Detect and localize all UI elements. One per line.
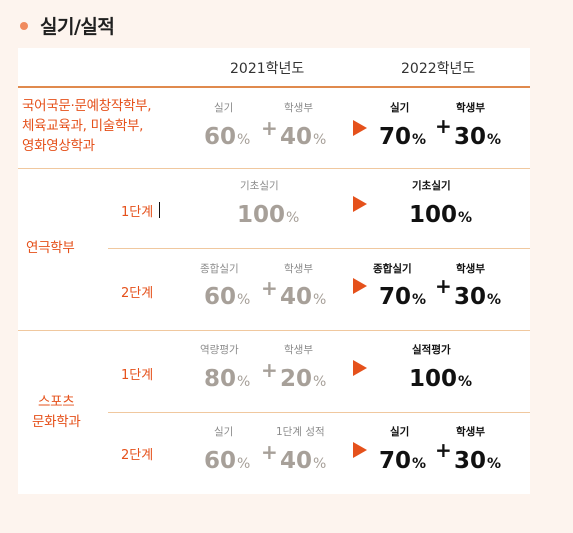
old-label-a: 실기 [214,102,234,114]
plus-icon: + [261,440,278,464]
new-value-a: 100% [409,202,473,228]
text-cursor [159,202,160,218]
header-2021: 2021학년도 [230,61,305,77]
new-label-a: 종합실기 [373,263,412,275]
old-value-a: 60% [204,284,251,310]
new-label-a: 실기 [390,102,410,114]
arrow-right-icon [353,360,367,376]
old-label-b: 학생부 [284,263,313,275]
new-label-a: 기초실기 [412,180,451,192]
plus-icon: + [435,438,452,462]
plus-icon: + [261,358,278,382]
new-label-a: 실기 [390,426,410,438]
old-label-a: 기초실기 [240,180,279,192]
row-divider [108,412,530,413]
new-label-b: 학생부 [456,426,485,438]
old-value-b: 40% [280,448,327,474]
new-value-b: 30% [454,284,502,310]
old-value-a: 80% [204,366,251,392]
old-value-b: 40% [280,124,327,150]
step-label: 2단계 [121,286,154,301]
row-divider [18,330,530,331]
old-label-b: 1단계 성적 [276,426,325,438]
old-label-b: 학생부 [284,344,313,356]
new-value-b: 30% [454,124,502,150]
new-value-a: 70% [379,448,427,474]
arrow-right-icon [353,120,367,136]
category-multi-department: 국어국문·문예창작학부, 체육교육과, 미술학부, 영화영상학과 [22,98,152,154]
category-sports: 스포츠 문화학과 [32,394,81,430]
header-divider [18,86,530,88]
category-theater: 연극학부 [26,240,75,256]
old-value-b: 20% [280,366,327,392]
header-2022: 2022학년도 [401,61,476,77]
plus-icon: + [261,116,278,140]
old-value-b: 40% [280,284,327,310]
arrow-right-icon [353,442,367,458]
step-label: 1단계 [121,205,154,220]
section-header: 실기/실적 [20,12,115,39]
new-value-a: 100% [409,366,473,392]
arrow-right-icon [353,278,367,294]
new-label-b: 학생부 [456,263,485,275]
row-divider [108,248,530,249]
new-value-a: 70% [379,124,427,150]
comparison-table: 2021학년도 2022학년도 국어국문·문예창작학부, 체육교육과, 미술학부… [18,48,530,494]
plus-icon: + [261,276,278,300]
row-divider [18,168,530,169]
old-value-a: 60% [204,448,251,474]
section-title: 실기/실적 [40,16,115,38]
new-value-a: 70% [379,284,427,310]
old-value-a: 100% [237,202,300,228]
plus-icon: + [435,114,452,138]
new-label-b: 학생부 [456,102,485,114]
arrow-right-icon [353,196,367,212]
new-value-b: 30% [454,448,502,474]
old-value-a: 60% [204,124,251,150]
old-label-a: 역량평가 [200,344,239,356]
step-label: 1단계 [121,368,154,383]
old-label-a: 실기 [214,426,234,438]
old-label-a: 종합실기 [200,263,239,275]
old-label-b: 학생부 [284,102,313,114]
plus-icon: + [435,274,452,298]
step-label: 2단계 [121,448,154,463]
new-label-a: 실적평가 [412,344,451,356]
bullet-dot-icon [20,21,28,30]
